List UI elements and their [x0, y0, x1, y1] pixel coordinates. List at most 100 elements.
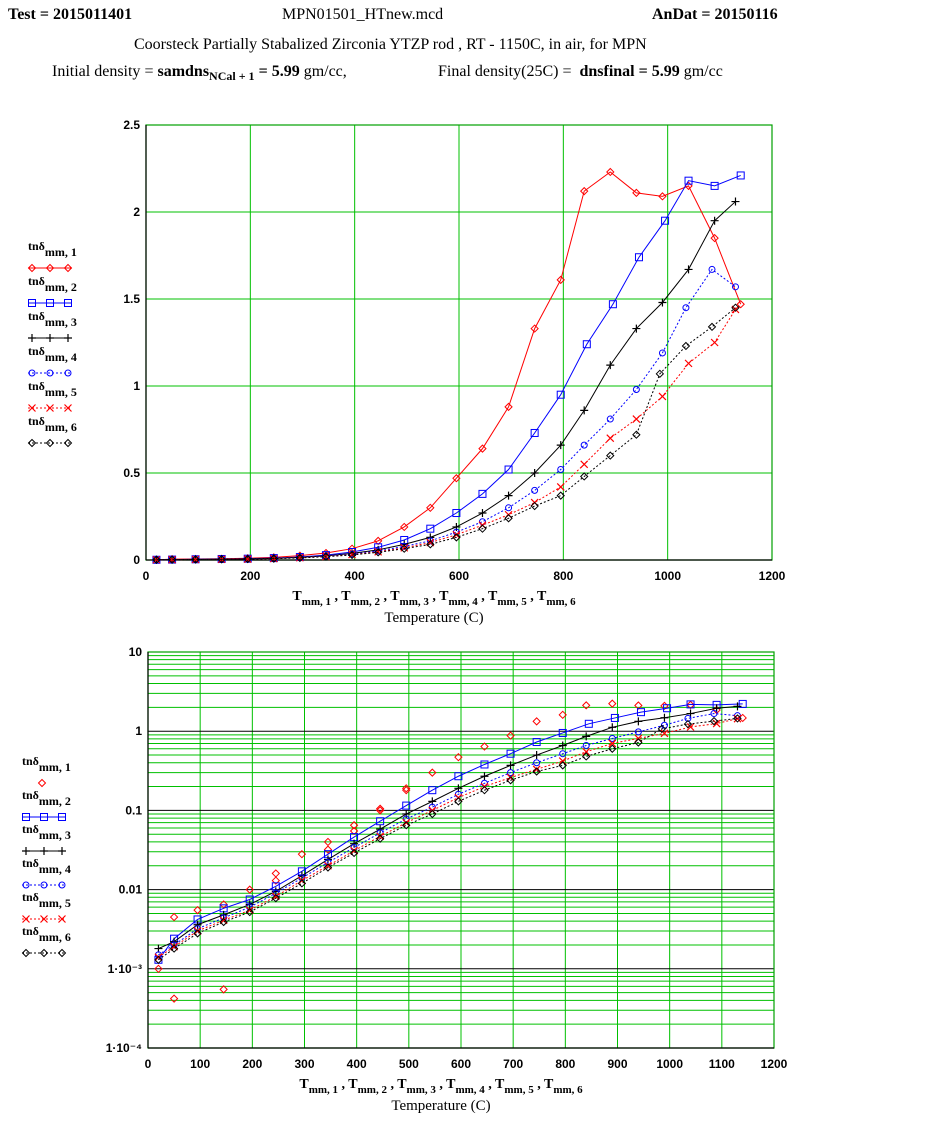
data-point — [193, 905, 202, 915]
data-point — [506, 731, 515, 740]
data-point — [169, 912, 179, 922]
data-point — [217, 555, 226, 564]
legend-marker — [28, 369, 36, 377]
data-point — [507, 769, 515, 777]
data-point — [376, 817, 385, 826]
data-point — [297, 871, 306, 880]
data-point — [684, 714, 692, 722]
data-point — [297, 879, 307, 888]
data-point — [271, 893, 281, 903]
data-point — [426, 540, 435, 549]
series-line — [158, 717, 738, 961]
data-point — [683, 719, 693, 729]
data-point — [402, 801, 411, 810]
x-tick-label: 200 — [242, 1057, 262, 1071]
test-id: Test = 2015011401 — [8, 6, 133, 23]
x-tick-label: 0 — [145, 1057, 152, 1071]
data-point — [658, 392, 667, 401]
data-point — [323, 837, 333, 847]
data-point — [452, 474, 461, 483]
legend-label: tnδmm, 6 — [22, 924, 71, 944]
data-point — [558, 757, 567, 765]
y-tick-label: 2 — [133, 205, 140, 219]
x-axis-series-label: Tmm, 1 , Tmm, 2 , Tmm, 3 , Tmm, 4 , Tmm,… — [292, 589, 576, 608]
data-point — [710, 216, 719, 225]
data-point — [686, 700, 695, 709]
data-point — [610, 713, 619, 722]
data-point — [373, 536, 383, 546]
series-line — [158, 705, 738, 950]
data-point — [733, 702, 742, 711]
data-point — [608, 734, 616, 742]
legend-marker — [46, 404, 54, 412]
legend-marker — [27, 263, 37, 273]
data-point — [170, 941, 178, 949]
x-tick-label: 800 — [553, 569, 573, 583]
x-tick-label: 1100 — [709, 1057, 735, 1071]
series-line — [156, 307, 736, 561]
data-point — [584, 719, 593, 728]
data-point — [581, 701, 591, 710]
data-point — [373, 548, 383, 557]
data-point — [608, 300, 617, 309]
data-point — [556, 275, 565, 285]
plot-grid — [147, 651, 775, 1049]
data-point — [478, 489, 487, 498]
data-point — [530, 324, 539, 333]
y-tick-label: 1·10⁻³ — [108, 962, 142, 976]
data-point — [681, 341, 691, 351]
legend-marker — [46, 334, 54, 342]
data-point — [295, 553, 304, 562]
data-point — [733, 714, 742, 723]
legend-marker — [64, 404, 72, 412]
data-point — [191, 555, 200, 564]
series-line — [156, 309, 736, 561]
legend-marker — [64, 299, 72, 307]
data-point — [193, 927, 202, 935]
x-tick-label: 1200 — [759, 569, 786, 583]
series-6 — [152, 303, 740, 564]
legend-label: tnδmm, 3 — [22, 822, 71, 842]
data-point — [219, 985, 228, 994]
data-point — [504, 402, 513, 412]
x-tick-label: 600 — [449, 569, 469, 583]
data-point — [454, 797, 463, 806]
data-point — [245, 885, 254, 894]
data-point — [168, 555, 177, 564]
legend-marker — [27, 438, 37, 448]
y-tick-label: 1 — [133, 379, 140, 393]
data-point — [710, 710, 718, 718]
y-tick-label: 10 — [129, 645, 143, 659]
data-point — [710, 233, 719, 243]
x-tick-label: 600 — [451, 1057, 471, 1071]
legend-marker — [58, 813, 66, 821]
series-5 — [154, 714, 742, 962]
data-point — [402, 821, 411, 830]
data-point — [580, 441, 588, 449]
data-point — [532, 767, 541, 776]
legend-marker — [58, 915, 66, 923]
data-point — [684, 265, 693, 274]
data-point — [349, 826, 359, 836]
data-point — [532, 738, 541, 747]
data-point — [582, 732, 591, 741]
data-point — [556, 491, 565, 500]
data-point — [506, 773, 515, 782]
data-point — [243, 554, 252, 564]
legend-marker — [45, 438, 55, 448]
data-point — [532, 765, 541, 774]
data-point — [402, 818, 411, 827]
data-point — [428, 809, 437, 819]
data-point — [402, 784, 411, 793]
x-tick-label: 700 — [503, 1057, 523, 1071]
data-point — [480, 785, 489, 795]
data-point — [169, 994, 179, 1003]
data-point — [634, 701, 643, 710]
series-line — [156, 268, 736, 561]
data-point — [271, 869, 281, 878]
data-point — [531, 486, 539, 494]
data-point — [634, 717, 643, 726]
y-tick-label: 0.1 — [125, 803, 142, 817]
y-tick-label: 2.5 — [123, 118, 140, 132]
